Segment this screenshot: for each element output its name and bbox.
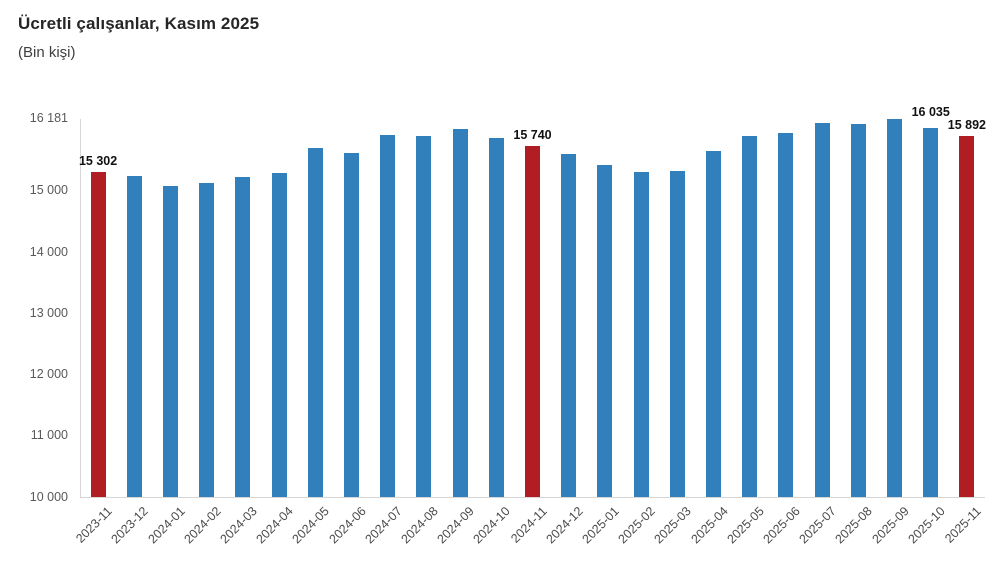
bar-2025-01 bbox=[597, 164, 613, 497]
x-axis-label-2023-12: 2023-12 bbox=[108, 504, 152, 547]
bar-2024-07 bbox=[380, 135, 396, 497]
data-label: 15 740 bbox=[513, 127, 552, 142]
x-axis-label-2025-03: 2025-03 bbox=[651, 504, 695, 547]
x-axis-label-2025-11: 2025-11 bbox=[942, 504, 984, 546]
x-axis-label-2025-02: 2025-02 bbox=[615, 504, 659, 547]
data-label: 15 302 bbox=[78, 154, 118, 169]
x-axis-label-2025-10: 2025-10 bbox=[905, 504, 948, 547]
bar-2024-08 bbox=[416, 135, 432, 497]
x-axis-label-2024-05: 2024-05 bbox=[289, 504, 333, 547]
bar-2025-03 bbox=[669, 170, 685, 497]
x-axis-label-2025-06: 2025-06 bbox=[760, 504, 803, 547]
chart-subtitle: (Bin kişi) bbox=[18, 44, 76, 61]
y-axis-tick-label: 13 000 bbox=[29, 305, 68, 320]
bar-2025-11 bbox=[959, 136, 975, 497]
bar-2025-08 bbox=[850, 123, 866, 497]
bar-2024-11 bbox=[525, 145, 540, 497]
x-axis-label-2024-07: 2024-07 bbox=[362, 504, 405, 547]
x-axis-label-2024-04: 2024-04 bbox=[253, 504, 297, 547]
data-label: 16 035 bbox=[911, 105, 950, 120]
x-axis-label-2025-09: 2025-09 bbox=[869, 504, 912, 547]
x-axis-label-2025-04: 2025-04 bbox=[688, 504, 731, 547]
y-axis-tick-label: 11 000 bbox=[30, 428, 68, 443]
data-label: 15 892 bbox=[947, 118, 987, 133]
x-axis-label-2024-01: 2024-01 bbox=[145, 504, 188, 547]
bar-2024-01 bbox=[163, 186, 178, 497]
bar-2025-05 bbox=[742, 136, 758, 497]
x-axis-label-2024-02: 2024-02 bbox=[181, 504, 224, 547]
bar-2025-10 bbox=[923, 127, 939, 497]
bar-2023-11 bbox=[90, 172, 106, 497]
y-axis-tick-label: 12 000 bbox=[29, 367, 68, 382]
bar-2024-09 bbox=[452, 129, 468, 497]
bar-2023-12 bbox=[126, 175, 142, 497]
x-axis-line bbox=[80, 497, 985, 498]
bar-2025-09 bbox=[887, 118, 902, 497]
x-axis-label-2025-08: 2025-08 bbox=[832, 504, 876, 547]
x-axis-label-2024-08: 2024-08 bbox=[398, 504, 441, 547]
y-axis-tick-label: 14 000 bbox=[29, 244, 68, 259]
x-axis-label-2024-09: 2024-09 bbox=[434, 504, 478, 547]
y-axis-line bbox=[80, 119, 81, 497]
y-axis-tick-label: 15 000 bbox=[29, 183, 68, 198]
y-axis-tick-label: 10 000 bbox=[29, 489, 68, 504]
x-axis-label-2024-03: 2024-03 bbox=[217, 504, 260, 547]
x-axis-label-2025-07: 2025-07 bbox=[796, 504, 840, 547]
bar-2025-07 bbox=[814, 122, 830, 497]
bar-2024-04 bbox=[271, 172, 287, 497]
bar-2025-04 bbox=[706, 150, 721, 497]
bar-2024-03 bbox=[235, 177, 251, 497]
y-axis-tick-label: 16 181 bbox=[29, 111, 68, 126]
bar-2024-12 bbox=[561, 154, 577, 497]
bar-2025-02 bbox=[633, 172, 649, 497]
x-axis-label-2024-11: 2024-11 bbox=[507, 504, 550, 546]
x-axis-label-2024-12: 2024-12 bbox=[543, 504, 586, 547]
bar-2025-06 bbox=[778, 132, 794, 497]
bar-2024-10 bbox=[488, 137, 504, 497]
x-axis-label-2025-05: 2025-05 bbox=[724, 504, 767, 547]
bar-2024-02 bbox=[199, 182, 215, 497]
bar-2024-06 bbox=[344, 153, 359, 497]
x-axis-label-2024-10: 2024-10 bbox=[470, 504, 514, 547]
bar-2024-05 bbox=[307, 148, 323, 497]
x-axis-label-2025-01: 2025-01 bbox=[579, 504, 622, 547]
x-axis-label-2023-11: 2023-11 bbox=[73, 504, 116, 546]
x-axis-label-2024-06: 2024-06 bbox=[326, 504, 369, 547]
chart-title: Ücretli çalışanlar, Kasım 2025 bbox=[18, 14, 260, 33]
